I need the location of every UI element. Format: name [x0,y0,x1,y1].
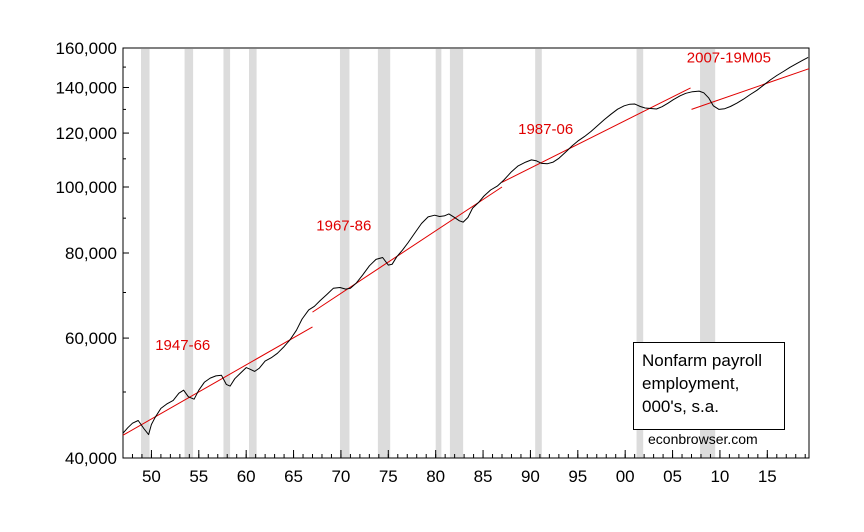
trend-line [312,186,503,313]
trend-label: 2007-19M05 [687,49,771,66]
y-axis: 40,000 60,000 80,000 100,000 120,000 140,000 1… [56,39,129,468]
y-tick-label: 160,000 [56,39,117,58]
x-tick-label: 10 [710,467,729,486]
legend-box: Nonfarm payroll employment, 000's, s.a. [633,342,785,430]
recession-band [636,49,644,458]
y-tick-label: 100,000 [56,178,117,197]
y-tick-label: 140,000 [56,78,117,97]
trend-line [122,326,313,436]
credit-text: econbrowser.com [648,431,758,447]
y-tick-label: 40,000 [65,449,117,468]
recession-band [223,49,231,458]
legend-line: employment, [642,374,740,393]
trend-lines [122,68,810,436]
x-tick-label: 00 [616,467,635,486]
x-tick-label: 50 [142,467,161,486]
legend-line: 000's, s.a. [642,397,719,416]
series-lines [122,56,809,436]
recession-band [435,49,442,458]
x-tick-label: 70 [331,467,350,486]
recession-band [184,49,194,458]
x-tick-label: 60 [237,467,256,486]
trend-label: 1947-66 [155,337,210,354]
recession-shading [141,49,716,458]
trend-label: 1987-06 [518,121,573,138]
x-tick-label: 95 [568,467,587,486]
y-tick-label: 80,000 [65,244,117,263]
x-tick-label: 15 [758,467,777,486]
recession-band [377,49,391,458]
x-tick-label: 55 [189,467,208,486]
x-tick-label: 65 [284,467,303,486]
x-axis: 50 55 60 65 70 75 80 85 90 95 00 05 10 15 [122,450,806,486]
y-tick-label: 60,000 [65,329,117,348]
recession-band [141,49,150,458]
y-tick-label: 120,000 [56,124,117,143]
x-tick-label: 85 [474,467,493,486]
x-tick-label: 75 [379,467,398,486]
recession-band [339,49,350,458]
trend-labels: 1947-66 1967-86 1987-06 2007-19M05 [155,49,771,354]
recession-band [249,49,257,458]
trend-label: 1967-86 [316,218,371,235]
x-tick-label: 80 [426,467,445,486]
trend-line [501,87,691,183]
legend-line: Nonfarm payroll [642,351,762,370]
recession-band [535,49,542,458]
x-tick-label: 90 [521,467,540,486]
recession-band [449,49,464,458]
payroll-series-line [122,56,809,436]
x-tick-label: 05 [663,467,682,486]
